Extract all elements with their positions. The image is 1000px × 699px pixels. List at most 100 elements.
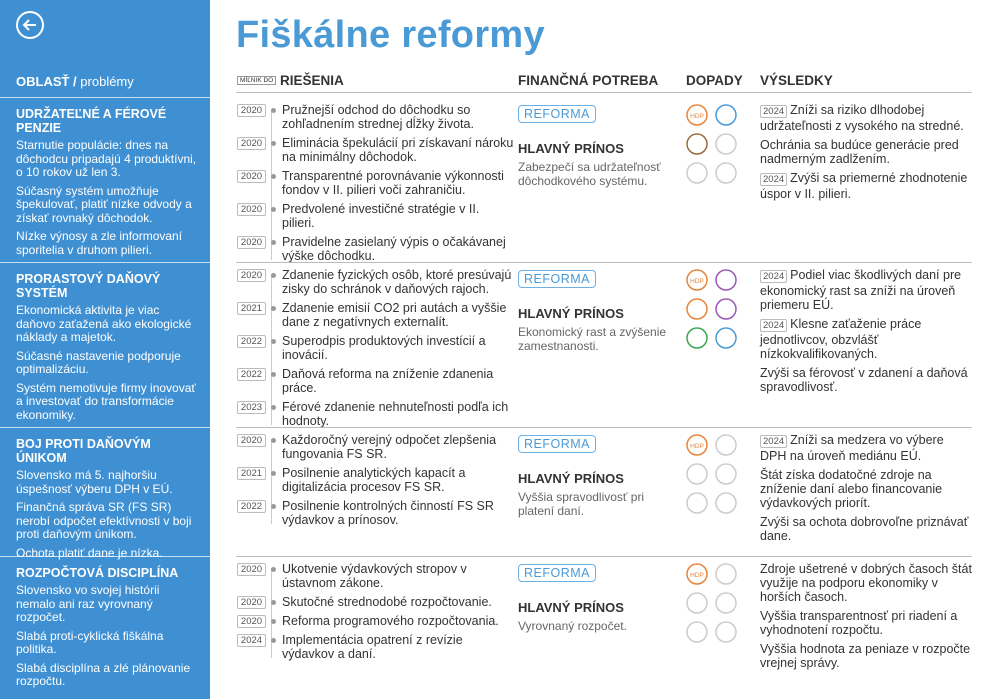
result: Vyššia hodnota za peniaze v rozpočte vre… <box>760 642 972 670</box>
milestone-label: MÍĽNIK DO <box>237 76 277 85</box>
back-button[interactable] <box>14 9 46 41</box>
impact-icons: HDP <box>686 269 737 349</box>
section-rule <box>236 427 972 428</box>
impact-icon <box>686 621 708 643</box>
solution-text: Eliminácia špekulácií pri získavaní náro… <box>282 136 514 164</box>
impact-icon <box>715 492 737 514</box>
solution: 2023 Férové zdanenie nehnuteľnosti podľa … <box>237 400 515 428</box>
solution: 2020 Zdanenie fyzických osôb, ktoré presú… <box>237 268 515 296</box>
timeline-dot <box>271 438 276 443</box>
results: Zdroje ušetrené v dobrých časoch štát vy… <box>760 562 972 675</box>
col-header: DOPADY <box>686 73 743 88</box>
results: 2024 Zníži sa riziko dlhodobej udržateľno… <box>760 103 972 206</box>
result: Zvýši sa ochota dobrovoľne priznávať dan… <box>760 515 972 543</box>
timeline-dot <box>271 567 276 572</box>
solution: 2022 Superodpis produktových investícií a… <box>237 334 515 362</box>
solutions: 2020 Pružnejší odchod do dôchodku so zohľ… <box>237 103 515 268</box>
header-rule <box>236 92 972 93</box>
problem: Ochota platiť dane je nízka. <box>16 545 163 560</box>
result-text: Zvýši sa priemerné zhodnotenie úspor v I… <box>760 171 968 201</box>
impact-icon <box>686 563 708 585</box>
problem: Starnutie populácie: dnes na dôchodcu pr… <box>16 138 197 179</box>
impact-icon <box>686 298 708 320</box>
impact-icon <box>715 434 737 456</box>
area-title: BOJ PROTI DAŇOVÝM ÚNIKOM <box>16 437 151 465</box>
impact-icon <box>715 298 737 320</box>
result-text: Vyššia transparentnosť pri riadení a vyh… <box>760 609 958 637</box>
problem: Slabá proti-cyklická fiškálna politika. <box>16 628 164 656</box>
milestone-year: 2021 <box>237 302 266 315</box>
result-text: Zdroje ušetrené v dobrých časoch štát vy… <box>760 562 972 604</box>
timeline-dot <box>271 405 276 410</box>
benefit-text: Ekonomický rast a zvýšenie zamestnanosti… <box>518 325 667 353</box>
solution-text: Posilnenie kontrolných činností FS SR vý… <box>282 499 494 527</box>
financing: REFORMA HLAVNÝ PRÍNOS Vyššia spravodlivosť… <box>518 435 678 518</box>
timeline <box>271 568 272 658</box>
solution: 2020 Predvolené investičné stratégie v II… <box>237 202 515 230</box>
solution-text: Predvolené investičné stratégie v II. pi… <box>282 202 480 230</box>
result-text: Vyššia hodnota za peniaze v rozpočte vre… <box>760 642 971 670</box>
milestone-year: 2020 <box>237 203 266 216</box>
reform-badge: REFORMA <box>518 270 596 288</box>
benefit-title: HLAVNÝ PRÍNOS <box>518 600 624 615</box>
impact-icon <box>686 133 708 155</box>
timeline-dot <box>271 600 276 605</box>
result-text: Štát získa dodatočné zdroje na zníženie … <box>760 468 943 510</box>
milestone-year: 2020 <box>237 170 266 183</box>
financing: REFORMA HLAVNÝ PRÍNOS Zabezpečí sa udržate… <box>518 105 678 188</box>
impact-icon <box>715 133 737 155</box>
impact-icon <box>715 463 737 485</box>
solution-text: Pravidelne zasielaný výpis o očakávanej … <box>282 235 506 263</box>
timeline-dot <box>271 174 276 179</box>
results: 2024 Podiel viac škodlivých daní pre ekon… <box>760 268 972 399</box>
impact-icon <box>715 269 737 291</box>
timeline-dot <box>271 207 276 212</box>
left-header: OBLASŤ / problémy <box>16 74 134 89</box>
timeline-dot <box>271 339 276 344</box>
solutions: 2020 Ukotvenie výdavkových stropov v ústa… <box>237 562 515 666</box>
impact-label: HDP <box>690 278 704 285</box>
benefit-text: Vyrovnaný rozpočet. <box>518 619 627 633</box>
result: 2024 Zníži sa medzera vo výbere DPH na úr… <box>760 433 972 463</box>
result-text: Zvýši sa férovosť v zdanení a daňová spr… <box>760 366 968 394</box>
result-text: Zníži sa riziko dlhodobej udržateľnosti … <box>760 103 964 133</box>
benefit-title: HLAVNÝ PRÍNOS <box>518 306 624 321</box>
solution-text: Skutočné strednodobé rozpočtovanie. <box>282 595 492 609</box>
milestone-year: 2023 <box>237 401 266 414</box>
solution-text: Posilnenie analytických kapacít a digita… <box>282 466 466 494</box>
milestone-year: 2020 <box>237 269 266 282</box>
result: 2024 Zníži sa riziko dlhodobej udržateľno… <box>760 103 972 133</box>
area-cell: PRORASTOVÝ DAŇOVÝ SYSTÉM Ekonomická aktiv… <box>0 262 210 427</box>
problem: Finančná správa SR (FS SR) nerobí odpoče… <box>16 500 192 541</box>
solution: 2021 Posilnenie analytických kapacít a di… <box>237 466 515 494</box>
solution-text: Zdanenie emisií CO2 pri autách a vyššie … <box>282 301 507 329</box>
solution: 2020 Transparentné porovnávanie výkonnost… <box>237 169 515 197</box>
problems-label: problémy <box>80 74 134 89</box>
solution-text: Pružnejší odchod do dôchodku so zohľadne… <box>282 103 474 131</box>
result: Štát získa dodatočné zdroje na zníženie … <box>760 468 972 510</box>
reform-badge: REFORMA <box>518 105 596 123</box>
impact-icon <box>686 592 708 614</box>
result: Ochránia sa budúce generácie pred nadmer… <box>760 138 972 166</box>
solution: 2020 Reforma programového rozpočtovania. <box>237 614 515 628</box>
result: Vyššia transparentnosť pri riadení a vyh… <box>760 609 972 637</box>
problem: Nízke výnosy a zle informovaní sporiteli… <box>16 229 183 257</box>
area-cell: BOJ PROTI DAŇOVÝM ÚNIKOM Slovensko má 5. … <box>0 427 210 559</box>
col-header: RIEŠENIA <box>280 73 344 88</box>
impact-label: HDP <box>690 113 704 120</box>
impact-icon <box>715 327 737 349</box>
timeline-dot <box>271 619 276 624</box>
col-header: FINANČNÁ POTREBA <box>518 73 659 88</box>
result-year: 2024 <box>760 435 788 448</box>
problem: Ekonomická aktivita je viac daňovo zaťaž… <box>16 303 192 344</box>
solution-text: Transparentné porovnávanie výkonnosti fo… <box>282 169 504 197</box>
results: 2024 Zníži sa medzera vo výbere DPH na úr… <box>760 433 972 548</box>
problem: Slabá disciplína a zlé plánovanie rozpoč… <box>16 660 191 688</box>
financing: REFORMA HLAVNÝ PRÍNOS Vyrovnaný rozpočet. <box>518 564 678 633</box>
benefit-title: HLAVNÝ PRÍNOS <box>518 471 624 486</box>
timeline-dot <box>271 273 276 278</box>
result-text: Zníži sa medzera vo výbere DPH na úroveň… <box>760 433 944 463</box>
timeline-dot <box>271 306 276 311</box>
impact-label: HDP <box>690 572 704 579</box>
